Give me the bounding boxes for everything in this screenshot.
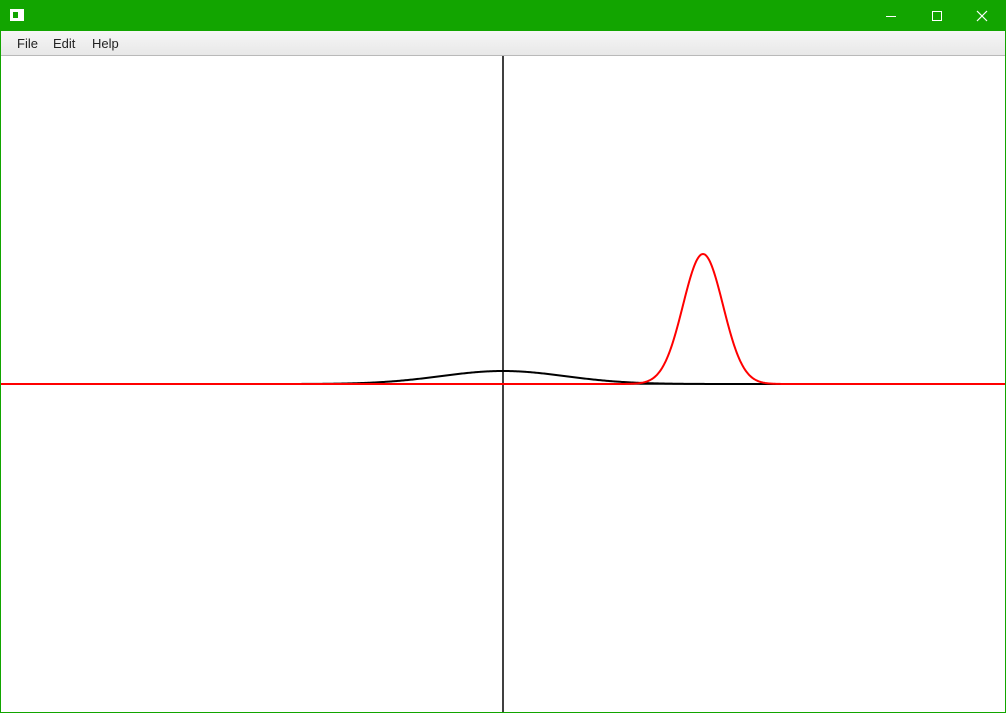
minimize-icon bbox=[886, 16, 896, 17]
close-button[interactable] bbox=[959, 1, 1005, 31]
close-icon bbox=[976, 10, 988, 22]
menu-help[interactable]: Help bbox=[92, 36, 119, 51]
menu-edit[interactable]: Edit bbox=[53, 36, 76, 51]
menu-file[interactable]: File bbox=[17, 36, 38, 51]
app-icon bbox=[10, 9, 24, 21]
plot-canvas[interactable] bbox=[1, 56, 1005, 712]
maximize-icon bbox=[932, 11, 942, 21]
menu-bar: File Edit Help bbox=[1, 31, 1005, 56]
minimize-button[interactable] bbox=[868, 1, 914, 31]
title-bar[interactable] bbox=[1, 1, 1005, 31]
curve-red bbox=[1, 252, 1005, 385]
plot-svg bbox=[1, 56, 1005, 712]
maximize-button[interactable] bbox=[914, 1, 960, 31]
